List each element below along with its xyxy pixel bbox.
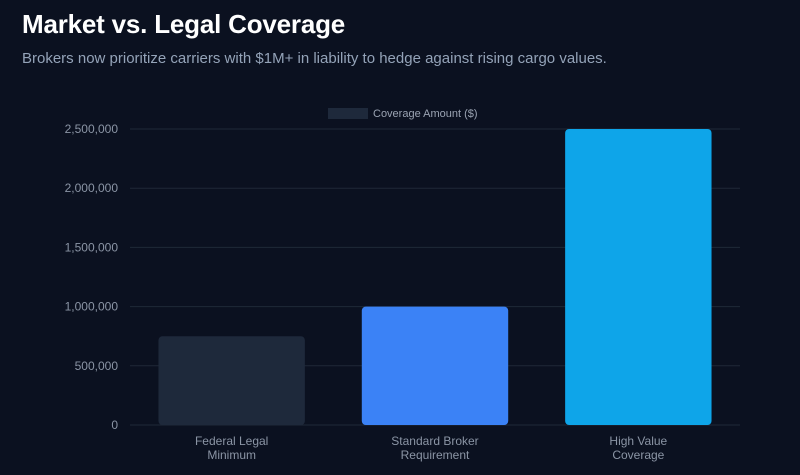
x-tick-label: Coverage bbox=[612, 448, 664, 462]
y-tick-label: 1,500,000 bbox=[65, 240, 119, 254]
y-axis-ticks: 0 500,000 1,000,000 1,500,000 2,000,000 2,500… bbox=[65, 122, 119, 432]
y-tick-label: 1,000,000 bbox=[65, 300, 119, 314]
y-tick-label: 2,000,000 bbox=[65, 181, 119, 195]
legend-label[interactable]: Coverage Amount ($) bbox=[373, 108, 478, 120]
y-tick-label: 2,500,000 bbox=[65, 122, 119, 136]
bars bbox=[158, 129, 712, 425]
x-tick-label: Minimum bbox=[207, 448, 256, 462]
y-tick-label: 500,000 bbox=[75, 359, 119, 373]
legend-swatch[interactable] bbox=[328, 108, 368, 119]
chart-subtitle: Brokers now prioritize carriers with $1M… bbox=[22, 50, 607, 67]
y-tick-label: 0 bbox=[111, 418, 118, 432]
x-tick-label: Requirement bbox=[401, 448, 470, 462]
bar[interactable] bbox=[158, 336, 305, 425]
x-tick-label: Standard Broker bbox=[391, 434, 478, 448]
x-tick-label: Federal Legal bbox=[195, 434, 268, 448]
legend[interactable]: Coverage Amount ($) bbox=[328, 108, 478, 120]
x-tick-label: High Value bbox=[609, 434, 667, 448]
chart-title: Market vs. Legal Coverage bbox=[22, 9, 346, 39]
bar[interactable] bbox=[361, 306, 509, 425]
bar[interactable] bbox=[565, 129, 712, 425]
